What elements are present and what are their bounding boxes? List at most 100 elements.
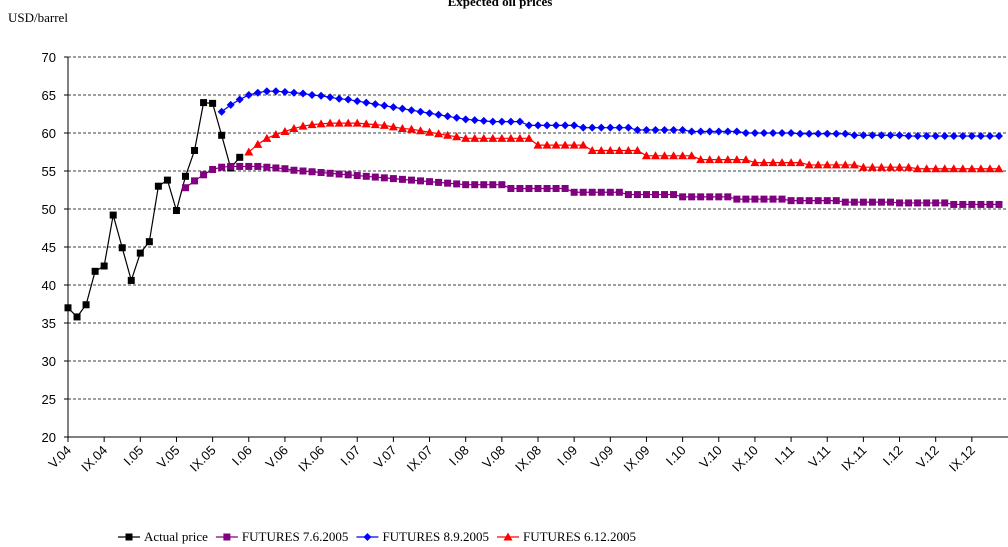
data-point bbox=[723, 155, 733, 164]
data-point bbox=[904, 132, 913, 141]
data-point bbox=[967, 164, 977, 173]
data-point bbox=[742, 195, 750, 203]
data-point bbox=[679, 193, 687, 201]
data-point bbox=[868, 198, 876, 206]
data-point bbox=[425, 109, 434, 118]
data-point bbox=[361, 119, 371, 128]
x-tick-label: I.11 bbox=[772, 443, 797, 468]
data-point bbox=[822, 160, 832, 169]
data-point bbox=[317, 169, 325, 177]
x-tick-label: I.08 bbox=[446, 443, 472, 469]
data-point bbox=[913, 132, 922, 141]
data-point bbox=[299, 167, 307, 175]
data-point bbox=[380, 174, 388, 182]
data-point bbox=[904, 162, 914, 171]
x-tick-label: IX.06 bbox=[295, 443, 327, 475]
data-point bbox=[932, 199, 940, 207]
data-point bbox=[949, 164, 959, 173]
data-point bbox=[940, 164, 950, 173]
data-point bbox=[560, 140, 570, 149]
data-point bbox=[705, 155, 715, 164]
data-point bbox=[922, 164, 932, 173]
data-point bbox=[407, 176, 415, 184]
data-point bbox=[298, 121, 308, 130]
x-tick-label: I.05 bbox=[120, 443, 146, 469]
data-point bbox=[867, 162, 877, 171]
data-point bbox=[480, 181, 488, 189]
data-point bbox=[136, 249, 144, 257]
x-tick-label: IX.10 bbox=[729, 443, 761, 475]
data-point bbox=[768, 158, 778, 167]
data-point bbox=[289, 123, 299, 132]
data-point bbox=[850, 198, 858, 206]
data-point bbox=[416, 126, 425, 135]
x-tick-label: IX.12 bbox=[946, 443, 978, 475]
y-tick-label: 30 bbox=[42, 354, 56, 369]
chart-title: Expected oil prices bbox=[448, 0, 553, 9]
data-point bbox=[154, 182, 162, 190]
data-point bbox=[814, 129, 823, 138]
data-point bbox=[606, 188, 614, 196]
data-point bbox=[750, 129, 759, 137]
data-point bbox=[895, 131, 904, 140]
data-point bbox=[506, 117, 515, 126]
data-point bbox=[344, 171, 352, 179]
data-point bbox=[235, 95, 244, 104]
data-point bbox=[687, 127, 696, 136]
data-point bbox=[733, 195, 741, 203]
data-point bbox=[253, 88, 262, 97]
data-point bbox=[706, 193, 714, 201]
data-point bbox=[380, 101, 389, 110]
data-point bbox=[109, 211, 117, 219]
x-tick-label: I.09 bbox=[554, 443, 580, 469]
y-axis-label: USD/barrel bbox=[8, 10, 68, 25]
data-point bbox=[362, 172, 370, 180]
y-tick-label: 35 bbox=[42, 316, 56, 331]
data-point bbox=[353, 172, 361, 180]
data-point bbox=[958, 132, 967, 141]
data-point bbox=[100, 262, 108, 270]
data-point bbox=[200, 171, 208, 179]
data-point bbox=[191, 177, 199, 185]
data-point bbox=[877, 198, 885, 206]
data-point bbox=[488, 117, 497, 126]
data-point bbox=[91, 267, 99, 275]
data-point bbox=[435, 178, 443, 186]
data-point bbox=[299, 89, 307, 98]
data-point bbox=[226, 100, 235, 109]
data-point bbox=[398, 104, 407, 113]
data-point bbox=[524, 121, 533, 130]
data-point bbox=[543, 184, 551, 192]
data-point bbox=[561, 184, 569, 192]
data-point bbox=[244, 91, 253, 99]
data-point bbox=[227, 162, 235, 170]
data-point bbox=[534, 121, 542, 130]
data-point bbox=[976, 132, 985, 141]
data-point bbox=[398, 175, 406, 183]
x-tick-label: V.08 bbox=[479, 443, 508, 472]
data-point bbox=[118, 244, 126, 252]
x-tick-label: IX.09 bbox=[621, 443, 653, 475]
data-point bbox=[426, 178, 434, 186]
data-point bbox=[796, 197, 804, 205]
data-point bbox=[506, 133, 516, 142]
data-point bbox=[316, 119, 326, 128]
data-point bbox=[254, 162, 262, 170]
data-point bbox=[262, 133, 272, 142]
data-point bbox=[876, 162, 886, 171]
data-point bbox=[614, 145, 624, 154]
data-point bbox=[218, 163, 226, 171]
data-point bbox=[516, 184, 524, 192]
data-point bbox=[452, 132, 462, 141]
data-point bbox=[317, 91, 326, 100]
x-tick-label: I.06 bbox=[229, 443, 255, 469]
data-point bbox=[858, 162, 868, 171]
data-point bbox=[732, 127, 741, 136]
data-point bbox=[497, 117, 506, 126]
data-point bbox=[624, 191, 632, 199]
data-point bbox=[831, 160, 841, 169]
data-point bbox=[371, 100, 380, 109]
data-point bbox=[489, 181, 497, 189]
x-tick-label: IX.11 bbox=[838, 443, 869, 474]
data-point bbox=[850, 131, 859, 140]
